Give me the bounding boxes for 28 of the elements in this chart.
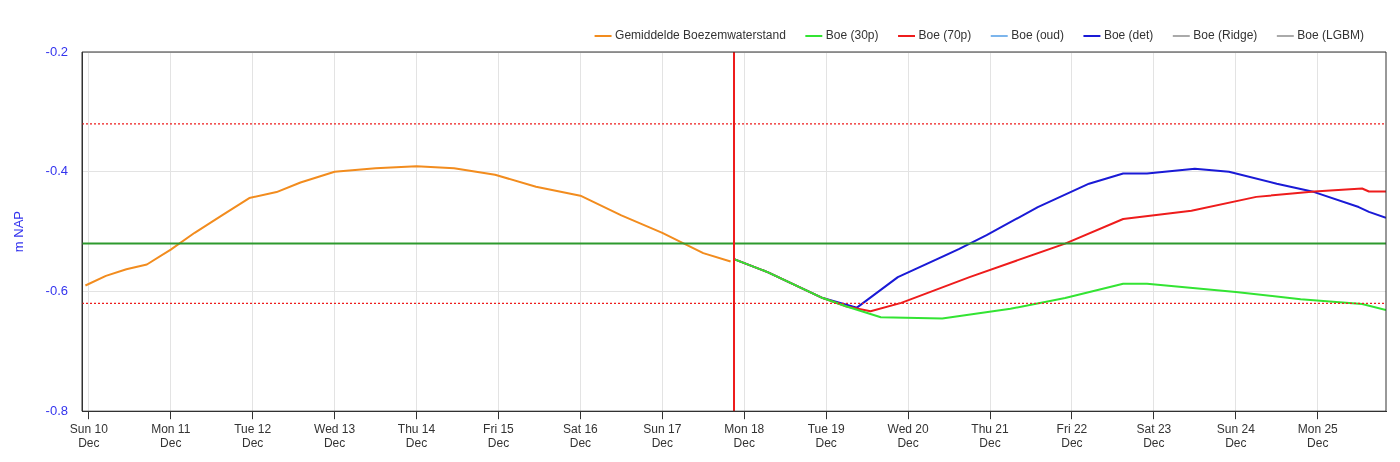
x-tick-label: Thu 14 Dec [397,421,436,451]
x-tick-label: Sun 10 Dec [69,421,109,451]
x-tick-label: Mon 25 Dec [1297,421,1339,451]
legend-label: Boe (LGBM) [1297,28,1364,43]
x-tick-label: Sun 17 Dec [643,421,682,451]
y-tick-label: -0.2 [45,43,68,59]
x-tick-label: Mon 11 Dec [151,421,191,451]
x-tick-label: Tue 12 Dec [234,421,272,451]
x-tick-label: Thu 21 Dec [971,421,1010,451]
x-tick-label: Fri 15 Dec [483,421,515,451]
legend-label: Boe (Ridge) [1193,28,1258,43]
x-tick-label: Wed 20 Dec [887,421,929,451]
x-tick-label: Wed 13 Dec [314,421,356,451]
legend-label: Gemiddelde Boezemwaterstand [615,28,786,43]
legend-label: Boe (70p) [918,28,972,43]
legend-label: Boe (30p) [825,28,879,43]
y-tick-label: -0.4 [45,163,68,179]
x-tick-label: Tue 19 Dec [807,421,845,451]
x-tick-label: Fri 22 Dec [1056,421,1088,451]
x-tick-label: Sat 16 Dec [563,421,599,451]
x-tick-label: Sun 24 Dec [1216,421,1256,451]
y-tick-label: -0.6 [45,283,68,299]
x-tick-label: Mon 18 Dec [724,421,765,451]
legend-label: Boe (det) [1103,28,1154,43]
legend-label: Boe (oud) [1011,28,1064,43]
y-axis-title: m NAP [11,211,27,253]
x-tick-label: Sat 23 Dec [1136,421,1172,451]
y-tick-label: -0.8 [45,402,68,418]
